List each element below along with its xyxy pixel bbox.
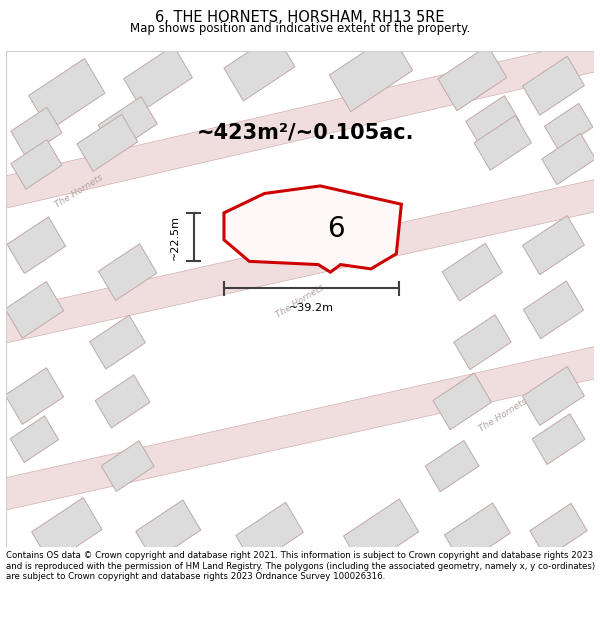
Polygon shape: [329, 34, 413, 112]
Polygon shape: [98, 96, 157, 152]
Polygon shape: [0, 35, 600, 213]
Polygon shape: [0, 175, 600, 348]
Polygon shape: [11, 139, 62, 189]
Polygon shape: [523, 281, 584, 339]
Polygon shape: [454, 315, 511, 369]
Polygon shape: [0, 342, 600, 514]
Polygon shape: [5, 281, 64, 338]
Text: The Hornets: The Hornets: [274, 282, 326, 319]
Polygon shape: [466, 96, 520, 147]
Polygon shape: [523, 216, 584, 274]
Polygon shape: [433, 373, 491, 430]
Text: The Hornets: The Hornets: [53, 173, 105, 210]
Text: Contains OS data © Crown copyright and database right 2021. This information is : Contains OS data © Crown copyright and d…: [6, 551, 595, 581]
Polygon shape: [77, 114, 138, 171]
Polygon shape: [343, 499, 419, 569]
Polygon shape: [523, 56, 584, 115]
Text: 6: 6: [326, 215, 344, 243]
Polygon shape: [236, 503, 304, 566]
Polygon shape: [530, 503, 587, 558]
Polygon shape: [7, 217, 65, 274]
Text: The Hornets: The Hornets: [477, 397, 529, 434]
Text: ~22.5m: ~22.5m: [170, 214, 181, 259]
Polygon shape: [445, 503, 511, 565]
Polygon shape: [224, 34, 295, 101]
Text: ~39.2m: ~39.2m: [289, 302, 334, 312]
Polygon shape: [438, 46, 506, 111]
Polygon shape: [5, 368, 64, 424]
Polygon shape: [89, 316, 145, 369]
Polygon shape: [425, 441, 479, 492]
Polygon shape: [98, 244, 157, 301]
Polygon shape: [10, 416, 59, 462]
Polygon shape: [474, 116, 532, 170]
Polygon shape: [442, 243, 502, 301]
Polygon shape: [136, 500, 201, 561]
Polygon shape: [523, 367, 584, 426]
Text: ~423m²/~0.105ac.: ~423m²/~0.105ac.: [196, 122, 414, 142]
Polygon shape: [11, 107, 62, 157]
Polygon shape: [101, 441, 154, 491]
Text: 6, THE HORNETS, HORSHAM, RH13 5RE: 6, THE HORNETS, HORSHAM, RH13 5RE: [155, 10, 445, 25]
Polygon shape: [544, 103, 593, 150]
Text: Map shows position and indicative extent of the property.: Map shows position and indicative extent…: [130, 22, 470, 35]
Polygon shape: [542, 133, 596, 184]
Polygon shape: [124, 46, 193, 111]
Polygon shape: [224, 186, 401, 272]
Polygon shape: [29, 58, 105, 130]
Polygon shape: [532, 414, 585, 464]
Polygon shape: [95, 375, 150, 428]
Polygon shape: [32, 498, 102, 564]
